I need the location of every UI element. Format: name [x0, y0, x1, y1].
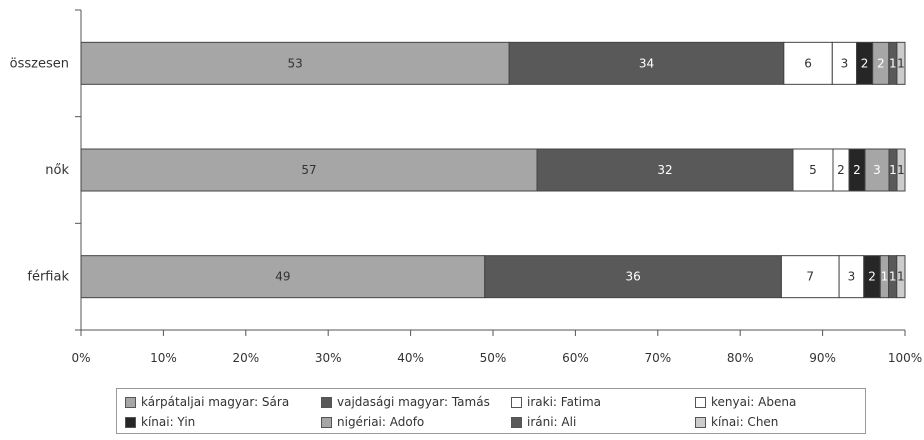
legend-swatch — [125, 416, 136, 428]
legend-label: vajdasági magyar: Tamás — [337, 395, 490, 409]
legend-label: iráni: Ali — [527, 415, 577, 429]
data-label: 5 — [809, 163, 817, 177]
bar-segment — [780, 255, 840, 299]
chart-legend: kárpátaljai magyar: Sára vajdasági magyar… — [116, 388, 866, 434]
legend-item: vajdasági magyar: Tamás — [321, 392, 511, 412]
data-label: 1 — [881, 270, 889, 284]
data-label: 57 — [301, 163, 316, 177]
legend-swatch — [321, 396, 332, 408]
data-label: 49 — [275, 270, 290, 284]
x-tick-label: 80% — [727, 351, 754, 365]
data-label: 3 — [841, 56, 849, 70]
legend-item: nigériai: Adofo — [321, 412, 511, 432]
x-tick-label: 50% — [480, 351, 507, 365]
legend-item: kárpátaljai magyar: Sára — [125, 392, 321, 412]
legend-label: kínai: Yin — [141, 415, 196, 429]
legend-item: kenyai: Abena — [695, 392, 855, 412]
data-label: 1 — [889, 163, 897, 177]
data-label: 1 — [889, 270, 897, 284]
bar-segment — [508, 41, 785, 85]
legend-swatch — [125, 396, 136, 408]
data-label: 53 — [287, 56, 302, 70]
category-label: férfiak — [27, 270, 69, 285]
bar-segment — [484, 255, 782, 299]
legend-label: iraki: Fatima — [527, 395, 601, 409]
chart-plot: 0% 10% 20% 30% 40% 50% 60% 70% 80% 90% 100%53 34 6 3 2… — [10, 9, 922, 365]
x-tick-label: 60% — [562, 351, 589, 365]
legend-swatch — [321, 416, 332, 428]
category-label: összesen — [10, 56, 69, 71]
data-label: 32 — [657, 163, 672, 177]
data-label: 2 — [861, 56, 869, 70]
x-tick-label: 40% — [397, 351, 424, 365]
bar-segment — [80, 255, 486, 299]
data-label: 1 — [897, 270, 905, 284]
data-label: 2 — [877, 56, 885, 70]
bar-segment — [80, 41, 510, 85]
data-label: 3 — [873, 163, 881, 177]
legend-swatch — [511, 396, 522, 408]
legend-label: kenyai: Abena — [711, 395, 797, 409]
bar-segment — [896, 41, 906, 85]
legend-label: kínai: Chen — [711, 415, 779, 429]
x-tick-label: 10% — [150, 351, 177, 365]
data-label: 1 — [897, 163, 905, 177]
bar-segment — [783, 41, 833, 85]
data-label: 3 — [848, 270, 856, 284]
data-label: 7 — [806, 270, 814, 284]
category-label: nők — [45, 163, 69, 178]
data-label: 2 — [853, 163, 861, 177]
x-tick-label: 90% — [809, 351, 836, 365]
bar-segment — [792, 148, 834, 192]
x-tick-label: 70% — [644, 351, 671, 365]
data-label: 2 — [868, 270, 876, 284]
data-label: 34 — [639, 56, 654, 70]
legend-item: kínai: Yin — [125, 412, 321, 432]
legend-label: nigériai: Adofo — [337, 415, 425, 429]
legend-item: iraki: Fatima — [511, 392, 695, 412]
bar-segment — [896, 255, 906, 299]
data-label: 36 — [625, 270, 640, 284]
legend-swatch — [695, 416, 706, 428]
x-tick-label: 100% — [888, 351, 922, 365]
data-label: 1 — [897, 56, 905, 70]
x-tick-label: 20% — [232, 351, 259, 365]
legend-swatch — [695, 396, 706, 408]
data-label: 6 — [804, 56, 812, 70]
data-label: 2 — [837, 163, 845, 177]
legend-item: kínai: Chen — [695, 412, 855, 432]
legend-label: kárpátaljai magyar: Sára — [141, 395, 290, 409]
x-tick-label: 0% — [71, 351, 90, 365]
bar-segment — [838, 255, 865, 299]
legend-swatch — [511, 416, 522, 428]
bar-segment — [896, 148, 906, 192]
bar-segment — [536, 148, 794, 192]
bar-segment — [864, 148, 890, 192]
x-tick-label: 30% — [315, 351, 342, 365]
bar-segment — [80, 148, 538, 192]
data-label: 1 — [889, 56, 897, 70]
legend-item: iráni: Ali — [511, 412, 695, 432]
